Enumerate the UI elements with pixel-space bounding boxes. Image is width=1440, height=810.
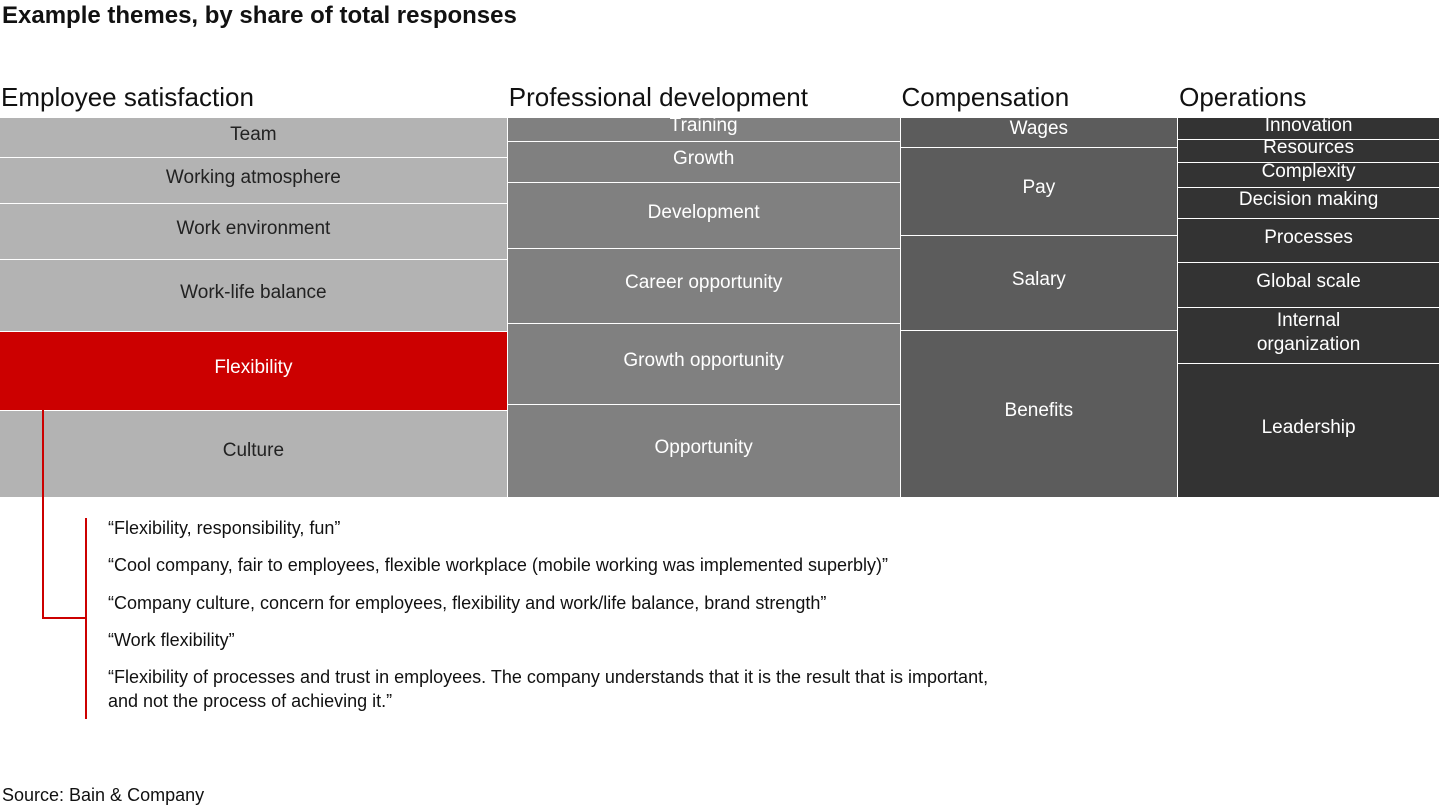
source: Source: Bain & Company bbox=[2, 785, 205, 805]
cell: Culture bbox=[0, 410, 508, 498]
quote: “Flexibility, responsibility, fun” bbox=[108, 518, 341, 538]
cell-label: Salary bbox=[1011, 269, 1066, 290]
cell-label: Training bbox=[669, 115, 738, 137]
cell-label: Culture bbox=[222, 440, 285, 462]
cell-label: Resources bbox=[1263, 137, 1354, 159]
cell-label: Team bbox=[230, 123, 277, 145]
cell: Global scale bbox=[1178, 263, 1440, 308]
cell: Processes bbox=[1178, 219, 1440, 264]
cell: Working atmosphere bbox=[0, 157, 508, 205]
cell: Growth opportunity bbox=[507, 324, 901, 405]
group-header: Operations bbox=[1179, 82, 1307, 112]
cell: Work environment bbox=[0, 204, 508, 261]
chart-title: Example themes, by share of total respon… bbox=[2, 2, 517, 29]
mekko-chart: Team Working atmosphere Work environment Wo… bbox=[0, 115, 1440, 498]
cell: Resources bbox=[1178, 137, 1440, 163]
cell-label: Work environment bbox=[176, 217, 331, 239]
quote: “Cool company, fair to employees, flexib… bbox=[108, 555, 888, 576]
cell-label: Global scale bbox=[1256, 271, 1361, 293]
cell: Complexity bbox=[1178, 161, 1440, 188]
cell-label: Innovation bbox=[1264, 114, 1353, 136]
quotes: “Flexibility, responsibility, fun” “Cool … bbox=[108, 516, 1208, 727]
cell-label: Development bbox=[647, 201, 760, 223]
cell: Opportunity bbox=[507, 404, 901, 498]
quote: “Company culture, concern for employees,… bbox=[108, 592, 827, 613]
cell: Innovation bbox=[1178, 115, 1440, 140]
cell: Training bbox=[507, 115, 901, 142]
cell: Flexibility bbox=[0, 332, 508, 411]
cell-label: Pay bbox=[1022, 177, 1056, 199]
cell: Benefits bbox=[900, 330, 1179, 498]
quote: “Flexibility of processes and trust in e… bbox=[108, 667, 989, 712]
cell-label: Decision making bbox=[1238, 189, 1379, 211]
cell-label: Wages bbox=[1009, 118, 1069, 140]
cell-label: Flexibility bbox=[214, 357, 293, 379]
cell-label: Growth opportunity bbox=[623, 349, 784, 371]
cell-label: Career opportunity bbox=[624, 272, 783, 294]
group-header: Employee satisfaction bbox=[1, 82, 254, 112]
cell-label: Growth bbox=[673, 148, 735, 170]
cell: Wages bbox=[900, 118, 1179, 148]
cell-label: Work-life balance bbox=[180, 281, 327, 303]
cell: Development bbox=[507, 183, 901, 249]
group-header: Professional development bbox=[508, 82, 808, 112]
cell-label: Opportunity bbox=[654, 436, 753, 458]
cell-label: Processes bbox=[1264, 226, 1353, 248]
cell-label: Leadership bbox=[1261, 416, 1356, 438]
cell: Decision making bbox=[1178, 187, 1440, 220]
group-header: Compensation bbox=[901, 82, 1070, 112]
quote: “Work flexibility” bbox=[108, 629, 235, 650]
cell: Growth bbox=[507, 141, 901, 184]
cell: Salary bbox=[900, 236, 1179, 331]
cell: Career opportunity bbox=[507, 248, 901, 324]
cell-label: Benefits bbox=[1004, 399, 1074, 421]
cell: Team bbox=[0, 118, 508, 158]
cell-label: Internal organization bbox=[1256, 309, 1361, 355]
cell-label: Working atmosphere bbox=[165, 166, 341, 188]
cell-label: Complexity bbox=[1261, 161, 1356, 183]
cell: Leadership bbox=[1178, 364, 1440, 498]
cell: Pay bbox=[900, 147, 1179, 237]
connector-line bbox=[42, 410, 86, 619]
cell: Internal organization bbox=[1178, 308, 1440, 365]
cell: Work-life balance bbox=[0, 260, 508, 333]
